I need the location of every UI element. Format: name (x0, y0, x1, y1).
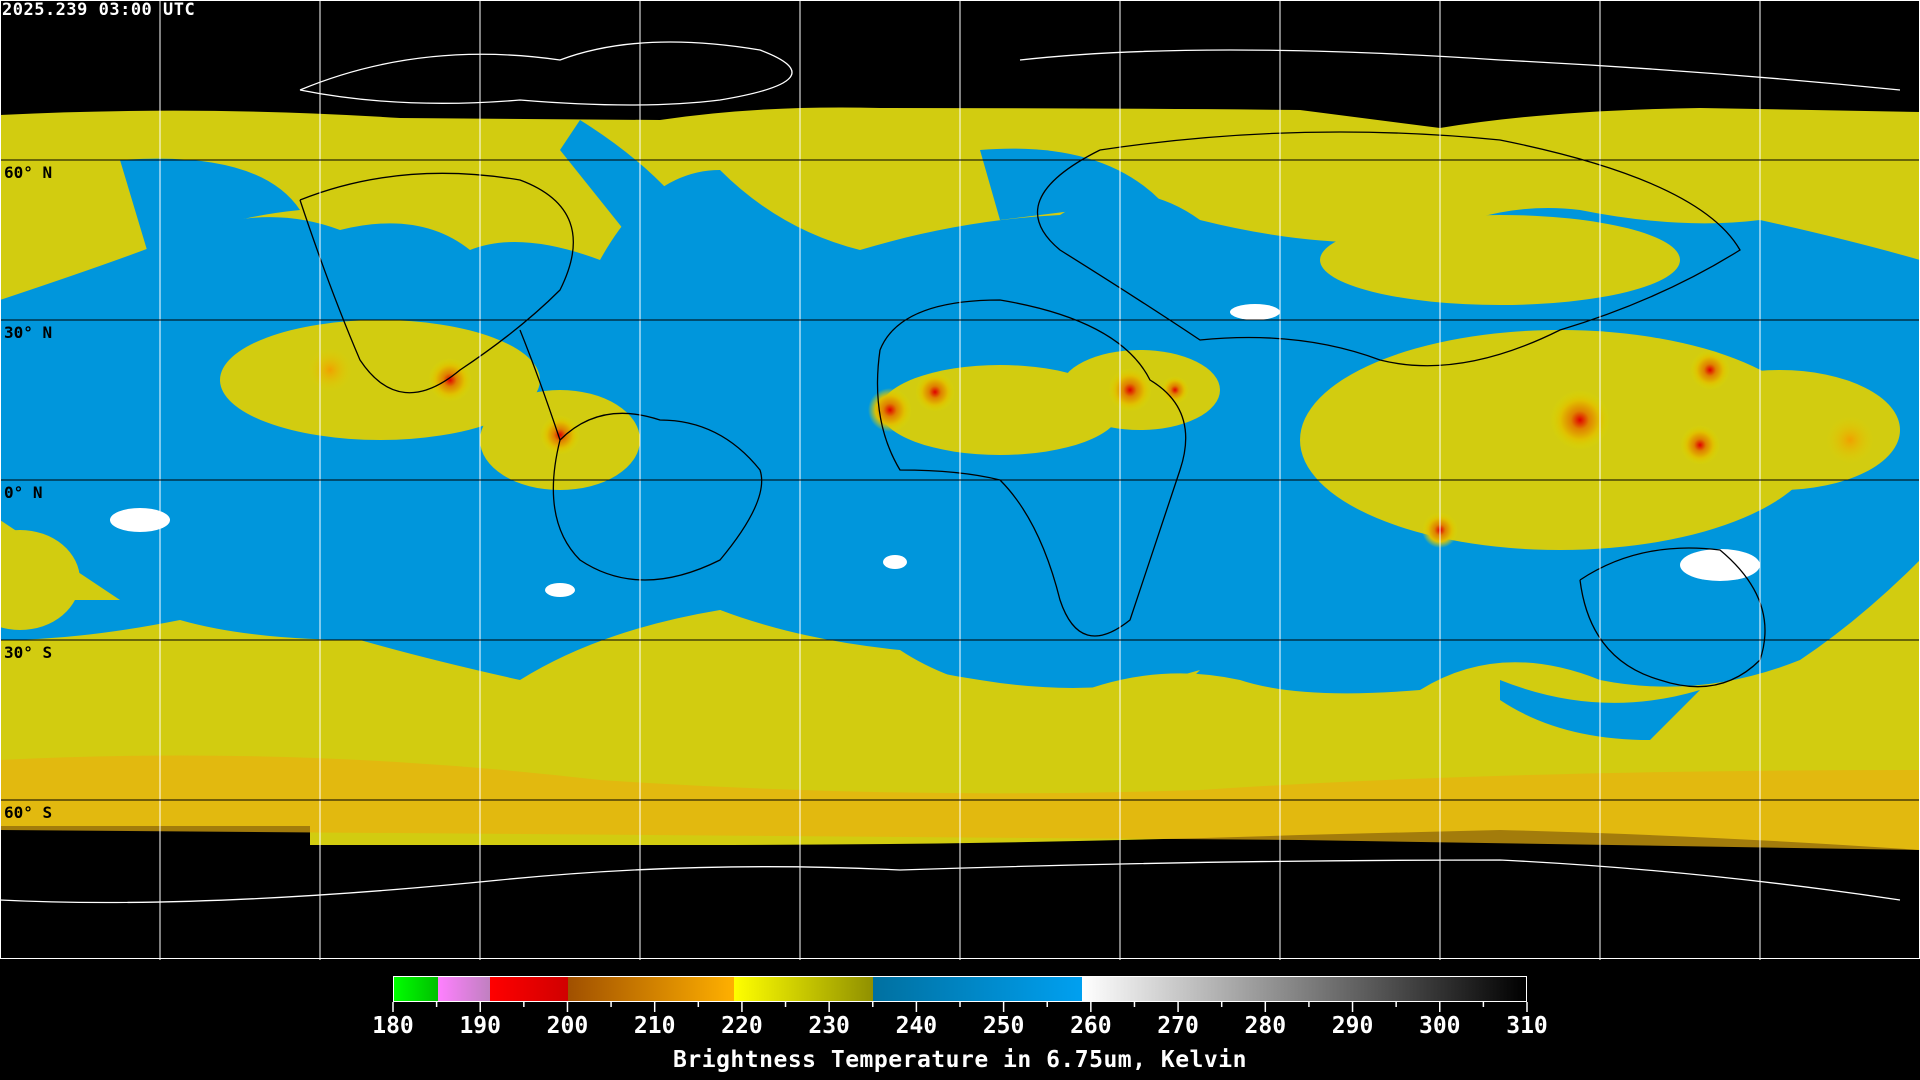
lat-label-0: 0° N (4, 483, 43, 502)
colorbar-tick-label: 260 (1070, 1013, 1112, 1039)
colorbar-segment (1081, 977, 1526, 1001)
colorbar-tick-label: 250 (982, 1013, 1025, 1039)
colorbar-segment (489, 977, 569, 1001)
colorbar-tick-label: 300 (1418, 1013, 1461, 1039)
timestamp: 2025.239 03:00 UTC (2, 0, 196, 20)
colorbar-ticks (392, 1002, 1528, 1012)
colorbar-tick-label: 220 (721, 1013, 763, 1039)
colorbar-tick-label: 270 (1157, 1013, 1199, 1039)
warm-dry-spots (110, 304, 1760, 597)
lat-label-30s: 30° S (4, 643, 53, 662)
colorbar-title: Brightness Temperature in 6.75um, Kelvin (673, 1047, 1247, 1073)
colorbar-segment (394, 977, 438, 1001)
colorbar-tick-label: 190 (459, 1013, 501, 1039)
convective-clusters (0, 215, 1900, 630)
colorbar-tick-label: 280 (1244, 1013, 1287, 1039)
colorbar (393, 976, 1527, 1002)
colorbar-segment (568, 977, 734, 1001)
water-vapor-map (0, 0, 1920, 960)
lat-label-30n: 30° N (4, 323, 53, 342)
colorbar-tick-label: 230 (808, 1013, 850, 1039)
colorbar-segment (872, 977, 1082, 1001)
colorbar-tick-label: 240 (895, 1013, 938, 1039)
colorbar-segment (733, 977, 873, 1001)
colorbar-tick-label: 310 (1506, 1013, 1548, 1039)
colorbar-tick-label: 210 (633, 1013, 676, 1039)
colorbar-tick-label: 200 (546, 1013, 589, 1039)
graticule (159, 0, 1761, 960)
colorbar-tick-label: 180 (372, 1013, 414, 1039)
lat-label-60n: 60° N (4, 163, 53, 182)
lat-label-60s: 60° S (4, 803, 53, 822)
colorbar-segment (437, 977, 490, 1001)
colorbar-tick-label: 290 (1331, 1013, 1374, 1039)
